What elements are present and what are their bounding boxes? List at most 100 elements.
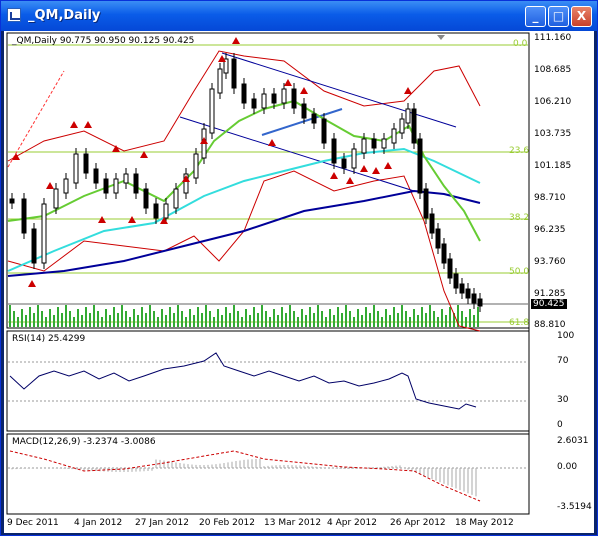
price-level-9: 91.285 [534, 289, 566, 299]
fib-label-61: 61.8 [509, 318, 530, 328]
candle-body [301, 103, 307, 119]
candle-body [41, 203, 47, 264]
candle-body [465, 288, 471, 299]
mid-moving-average [7, 147, 481, 272]
price-level-2: 108.685 [534, 65, 572, 75]
window-title: _QM,Daily [28, 8, 101, 23]
candle-body [63, 178, 69, 194]
candle-body [31, 228, 37, 264]
current-price-tag: 90.425 [531, 299, 567, 309]
candle-body [103, 178, 109, 194]
date-label-3: 27 Jan 2012 [135, 518, 189, 528]
date-label-8: 18 May 2012 [455, 518, 514, 528]
candle-body [173, 188, 179, 209]
minimize-button[interactable]: _ [525, 6, 546, 27]
candle-body [193, 153, 199, 179]
candle-body [291, 88, 297, 109]
price-level-8: 93.760 [534, 257, 566, 267]
scroll-marker-icon[interactable] [437, 35, 445, 40]
date-label-6: 4 Apr 2012 [327, 518, 377, 528]
candle-body [411, 108, 417, 144]
candle-body [217, 68, 223, 94]
candle-body [381, 138, 387, 149]
candle-body [163, 203, 169, 219]
candle-body [321, 118, 327, 144]
slow-moving-average [7, 189, 481, 277]
candle-body [53, 188, 59, 209]
fractal-marker-icon [300, 87, 308, 94]
main-pane[interactable] [6, 32, 530, 329]
candle-body [93, 168, 99, 184]
rsi-pane[interactable] [6, 330, 530, 432]
candle-body [209, 88, 215, 134]
candle-body [21, 198, 27, 234]
fractal-marker-icon [360, 165, 368, 172]
fractal-marker-icon [70, 121, 78, 128]
fractal-marker-icon [372, 167, 380, 174]
candle-body [251, 98, 257, 109]
fib-label-38: 38.2 [509, 213, 530, 223]
rsi-level-100: 100 [557, 331, 575, 341]
fractal-marker-icon [98, 216, 106, 223]
volume-histogram [9, 305, 479, 327]
fractal-markers [12, 37, 412, 287]
macd-histogram [11, 459, 477, 497]
date-label-5: 13 Mar 2012 [264, 518, 322, 528]
candle-body [429, 213, 435, 234]
chart-client-area[interactable]: _QM,Daily 90.775 90.950 90.125 90.425 11… [4, 31, 594, 533]
fractal-marker-icon [268, 139, 276, 146]
candle-body [183, 173, 189, 194]
price-level-6: 98.710 [534, 193, 566, 203]
date-label-7: 26 Apr 2012 [390, 518, 446, 528]
macd-level-high: 2.6031 [557, 436, 589, 446]
candle-body [73, 153, 79, 184]
macd-pane[interactable] [6, 433, 530, 515]
fractal-marker-icon [112, 145, 120, 152]
candle-body [143, 188, 149, 209]
price-level-4: 103.735 [534, 129, 572, 139]
date-label-2: 4 Jan 2012 [74, 518, 123, 528]
fib-label-0: 0.0 [513, 39, 528, 49]
candle-body [453, 273, 459, 289]
maximize-button[interactable]: □ [548, 6, 569, 27]
candle-body [459, 283, 465, 294]
close-button[interactable]: X [571, 6, 592, 27]
candle-body [361, 138, 367, 154]
rsi-line [9, 352, 477, 410]
fib-label-50: 50.0 [509, 267, 530, 277]
fractal-marker-icon [330, 172, 338, 179]
bollinger-upper-band [7, 50, 481, 162]
trendline-segment [261, 108, 343, 136]
candle-body [399, 118, 405, 134]
price-level-1: 111.160 [534, 33, 572, 43]
fractal-marker-icon [46, 182, 54, 189]
main-pane-info: _QM,Daily 90.775 90.950 90.125 90.425 [12, 36, 195, 46]
fractal-marker-icon [384, 162, 392, 169]
candle-body [435, 228, 441, 249]
candle-body [471, 293, 477, 304]
candle-body [9, 198, 15, 204]
candle-body [441, 243, 447, 264]
fractal-marker-icon [284, 79, 292, 86]
fractal-marker-icon [404, 87, 412, 94]
chart-canvas[interactable] [4, 31, 594, 533]
candle-body [341, 158, 347, 169]
candle-body [123, 173, 129, 184]
bollinger-lower-band [7, 170, 481, 332]
rsi-pane-info: RSI(14) 25.4299 [12, 334, 86, 344]
rsi-level-0: 0 [557, 420, 563, 430]
fractal-marker-icon [12, 153, 20, 160]
candle-body [133, 173, 139, 194]
candle-body [391, 128, 397, 144]
candle-body [261, 93, 267, 109]
fractal-marker-icon [84, 121, 92, 128]
title-bar[interactable]: _QM,Daily _ □ X [1, 1, 597, 31]
fractal-marker-icon [200, 137, 208, 144]
price-candles [9, 53, 483, 312]
fractal-marker-icon [128, 216, 136, 223]
candle-body [271, 93, 277, 104]
candle-body [423, 188, 429, 219]
fractal-marker-icon [140, 151, 148, 158]
candle-body [405, 108, 411, 124]
fractal-marker-icon [232, 37, 240, 44]
